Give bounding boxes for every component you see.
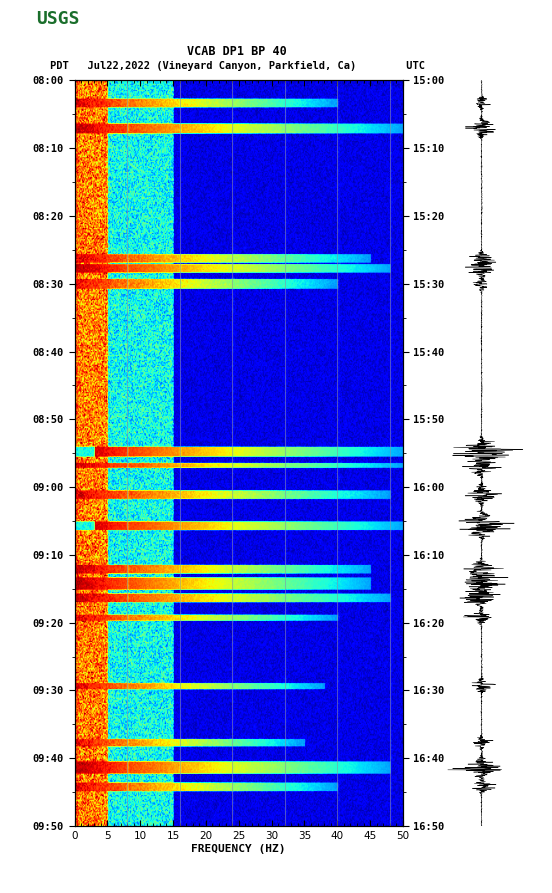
Text: USGS: USGS <box>36 10 79 29</box>
X-axis label: FREQUENCY (HZ): FREQUENCY (HZ) <box>192 844 286 854</box>
Text: PDT   Jul22,2022 (Vineyard Canyon, Parkfield, Ca)        UTC: PDT Jul22,2022 (Vineyard Canyon, Parkfie… <box>50 61 425 71</box>
Text: VCAB DP1 BP 40: VCAB DP1 BP 40 <box>188 46 287 58</box>
